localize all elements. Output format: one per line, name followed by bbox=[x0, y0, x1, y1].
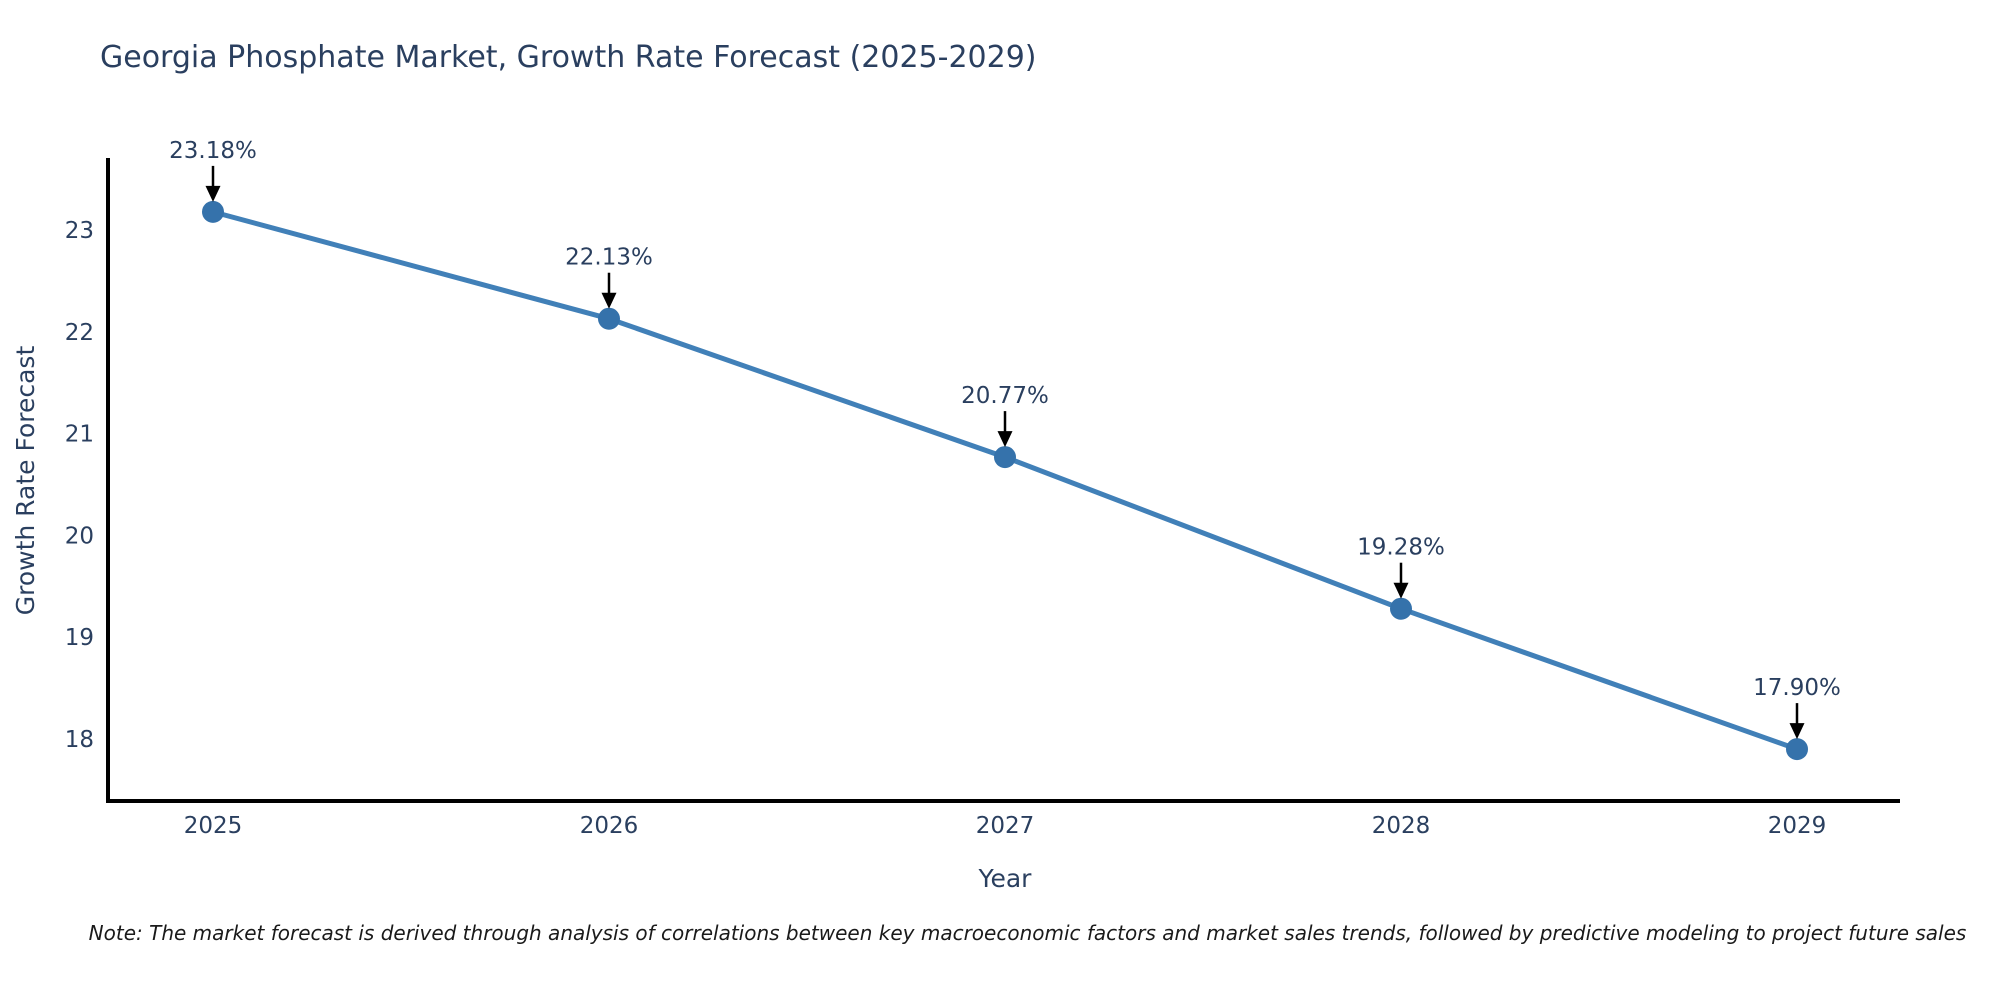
chart-title: Georgia Phosphate Market, Growth Rate Fo… bbox=[100, 40, 1037, 75]
data-point-marker[interactable] bbox=[598, 307, 620, 330]
point-annotation-label: 22.13% bbox=[565, 245, 653, 271]
data-point-marker[interactable] bbox=[1786, 738, 1808, 761]
y-tick-label: 18 bbox=[65, 727, 94, 753]
y-tick-label: 21 bbox=[65, 422, 94, 448]
x-axis-title: Year bbox=[978, 864, 1033, 893]
annotation-arrow-head bbox=[1789, 723, 1805, 740]
trend-line bbox=[210, 209, 1800, 752]
annotation-arrow-head bbox=[205, 185, 221, 202]
x-tick-label: 2027 bbox=[976, 813, 1035, 839]
annotation-arrow-head bbox=[1393, 582, 1409, 599]
x-tick-label: 2029 bbox=[1768, 813, 1827, 839]
data-point-marker[interactable] bbox=[994, 446, 1016, 469]
point-annotation-label: 17.90% bbox=[1753, 675, 1841, 701]
y-tick-label: 20 bbox=[65, 523, 94, 549]
y-tick-label: 22 bbox=[65, 320, 94, 346]
annotation-arrow-head bbox=[997, 431, 1013, 448]
x-tick-label: 2028 bbox=[1372, 813, 1431, 839]
point-annotation-label: 23.18% bbox=[169, 138, 257, 164]
annotation-arrow-head bbox=[601, 292, 617, 309]
data-point-marker[interactable] bbox=[1390, 597, 1412, 620]
x-tick-label: 2026 bbox=[580, 813, 639, 839]
y-tick-label: 23 bbox=[65, 218, 94, 244]
chart-footnote: Note: The market forecast is derived thr… bbox=[88, 921, 1967, 945]
y-axis-title: Growth Rate Forecast bbox=[11, 346, 40, 616]
x-tick-label: 2025 bbox=[184, 813, 243, 839]
y-tick-label: 19 bbox=[65, 625, 94, 651]
point-annotation-label: 20.77% bbox=[961, 383, 1049, 409]
point-annotation-label: 19.28% bbox=[1357, 535, 1445, 561]
data-point-marker[interactable] bbox=[202, 200, 224, 223]
